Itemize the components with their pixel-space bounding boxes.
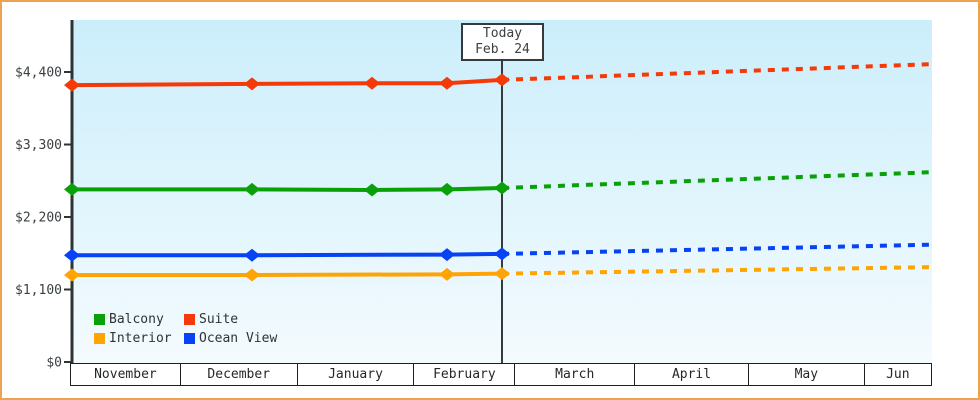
legend-label: Balcony (109, 312, 164, 327)
legend-swatch-balcony (94, 314, 105, 325)
y-tick-label: $4,400 (15, 66, 62, 81)
month-label: May (794, 367, 819, 382)
series-interior-marker (494, 267, 510, 281)
legend-item-balcony: Balcony (94, 312, 184, 327)
series-balcony-marker (439, 182, 455, 196)
today-annotation: Today Feb. 24 (461, 23, 544, 61)
today-date: Feb. 24 (475, 42, 530, 57)
y-tick-label: $1,100 (15, 283, 62, 298)
y-tick-label: $3,300 (15, 138, 62, 153)
series-suite-marker (364, 76, 380, 90)
legend: Balcony Suite Interior Ocean View (94, 312, 278, 346)
month-label: March (555, 367, 595, 382)
month-cell-february: February (414, 364, 516, 385)
month-cell-december: December (181, 364, 298, 385)
series-ocean-view-marker (64, 248, 80, 262)
series-ocean-view-marker (494, 247, 510, 261)
month-cell-march: March (515, 364, 636, 385)
series-balcony-history-line (72, 186, 503, 192)
y-tick-label: $2,200 (15, 211, 62, 226)
legend-swatch-ocean-view (184, 333, 195, 344)
series-interior-forecast-line (501, 265, 933, 276)
y-tick-label: $0 (46, 356, 62, 371)
series-suite-marker (439, 76, 455, 90)
series-suite-marker (244, 77, 260, 91)
series-balcony-marker (364, 183, 380, 197)
month-cell-november: November (71, 364, 181, 385)
series-suite-marker (494, 73, 510, 87)
series-ocean-view-marker (439, 248, 455, 262)
month-label: November (94, 367, 157, 382)
series-balcony-marker (64, 182, 80, 196)
series-interior-marker (439, 267, 455, 281)
legend-item-ocean-view: Ocean View (184, 331, 278, 346)
x-axis-months: November December January February March Apri… (70, 363, 932, 386)
month-label: December (207, 367, 271, 382)
series-interior-marker (244, 268, 260, 282)
series-suite-marker (64, 78, 80, 92)
legend-label: Ocean View (199, 331, 278, 346)
legend-swatch-interior (94, 333, 105, 344)
month-cell-jun: Jun (865, 364, 931, 385)
series-interior-marker (64, 268, 80, 282)
legend-swatch-suite (184, 314, 195, 325)
series-ocean-view-history-line (72, 251, 503, 258)
series-balcony-forecast-line (501, 170, 933, 190)
month-label: February (433, 367, 496, 382)
series-balcony-marker (494, 181, 510, 195)
legend-item-suite: Suite (184, 312, 277, 327)
month-cell-april: April (635, 364, 749, 385)
legend-label: Suite (199, 312, 239, 327)
today-label: Today (482, 26, 523, 41)
series-interior-history-line (72, 271, 503, 277)
series-ocean-view-marker (244, 248, 260, 262)
legend-item-interior: Interior (94, 331, 184, 346)
month-cell-may: May (749, 364, 865, 385)
month-label: Jun (886, 367, 910, 382)
series-suite-forecast-line (501, 62, 933, 82)
legend-label: Interior (109, 331, 172, 346)
month-label: January (328, 367, 383, 382)
month-cell-january: January (298, 364, 415, 385)
month-label: April (671, 367, 712, 382)
series-ocean-view-forecast-line (501, 242, 933, 256)
series-balcony-marker (244, 182, 260, 196)
